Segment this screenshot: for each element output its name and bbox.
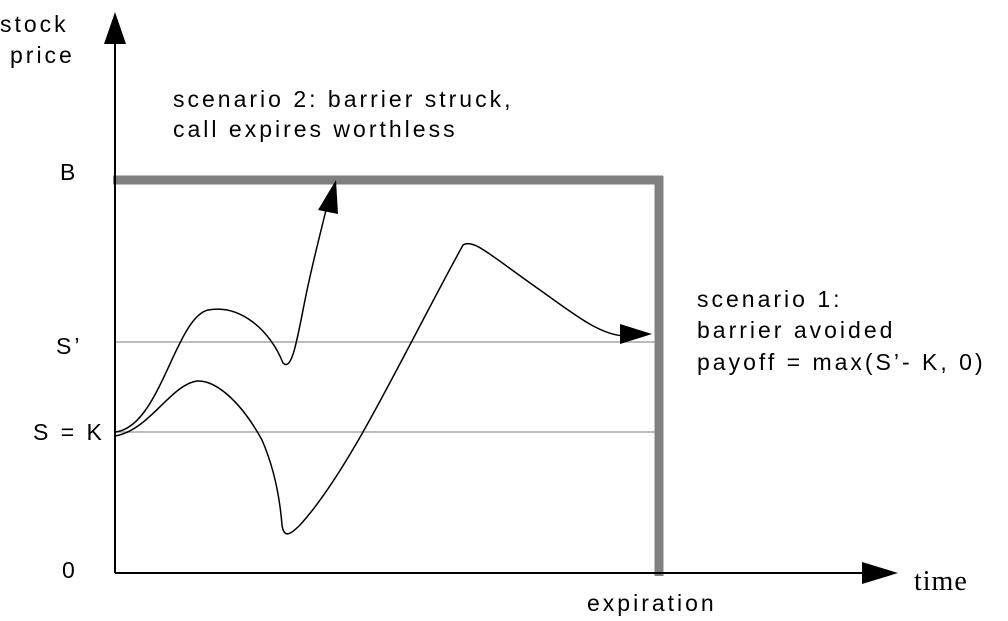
scenario2-label-line2: call expires worthless xyxy=(173,116,458,142)
barrier-level-label: B xyxy=(60,159,78,185)
s-prime-level-label: S’ xyxy=(56,333,82,359)
y-axis-arrowhead xyxy=(104,12,126,44)
scenario1-arrowhead xyxy=(620,324,652,344)
scenario2-label-line1: scenario 2: barrier struck, xyxy=(173,86,513,112)
scenario1-price-path xyxy=(114,242,626,535)
expiration-tick-label: expiration xyxy=(587,590,717,616)
scenario2-arrowhead xyxy=(318,180,338,214)
zero-level-label: 0 xyxy=(62,557,78,583)
strike-level-label: S = K xyxy=(33,419,105,445)
scenario1-label-line2: barrier avoided xyxy=(697,317,895,343)
y-axis-label-line1: stock xyxy=(0,11,69,37)
scenario1-label-line1: scenario 1: xyxy=(697,286,843,312)
x-axis-label: time xyxy=(914,566,968,597)
scenario1-label-line3: payoff = max(S’- K, 0) xyxy=(697,349,986,375)
y-axis-label-line2: price xyxy=(10,42,75,68)
scenario2-price-path xyxy=(114,209,327,433)
x-axis-arrowhead xyxy=(862,562,898,584)
